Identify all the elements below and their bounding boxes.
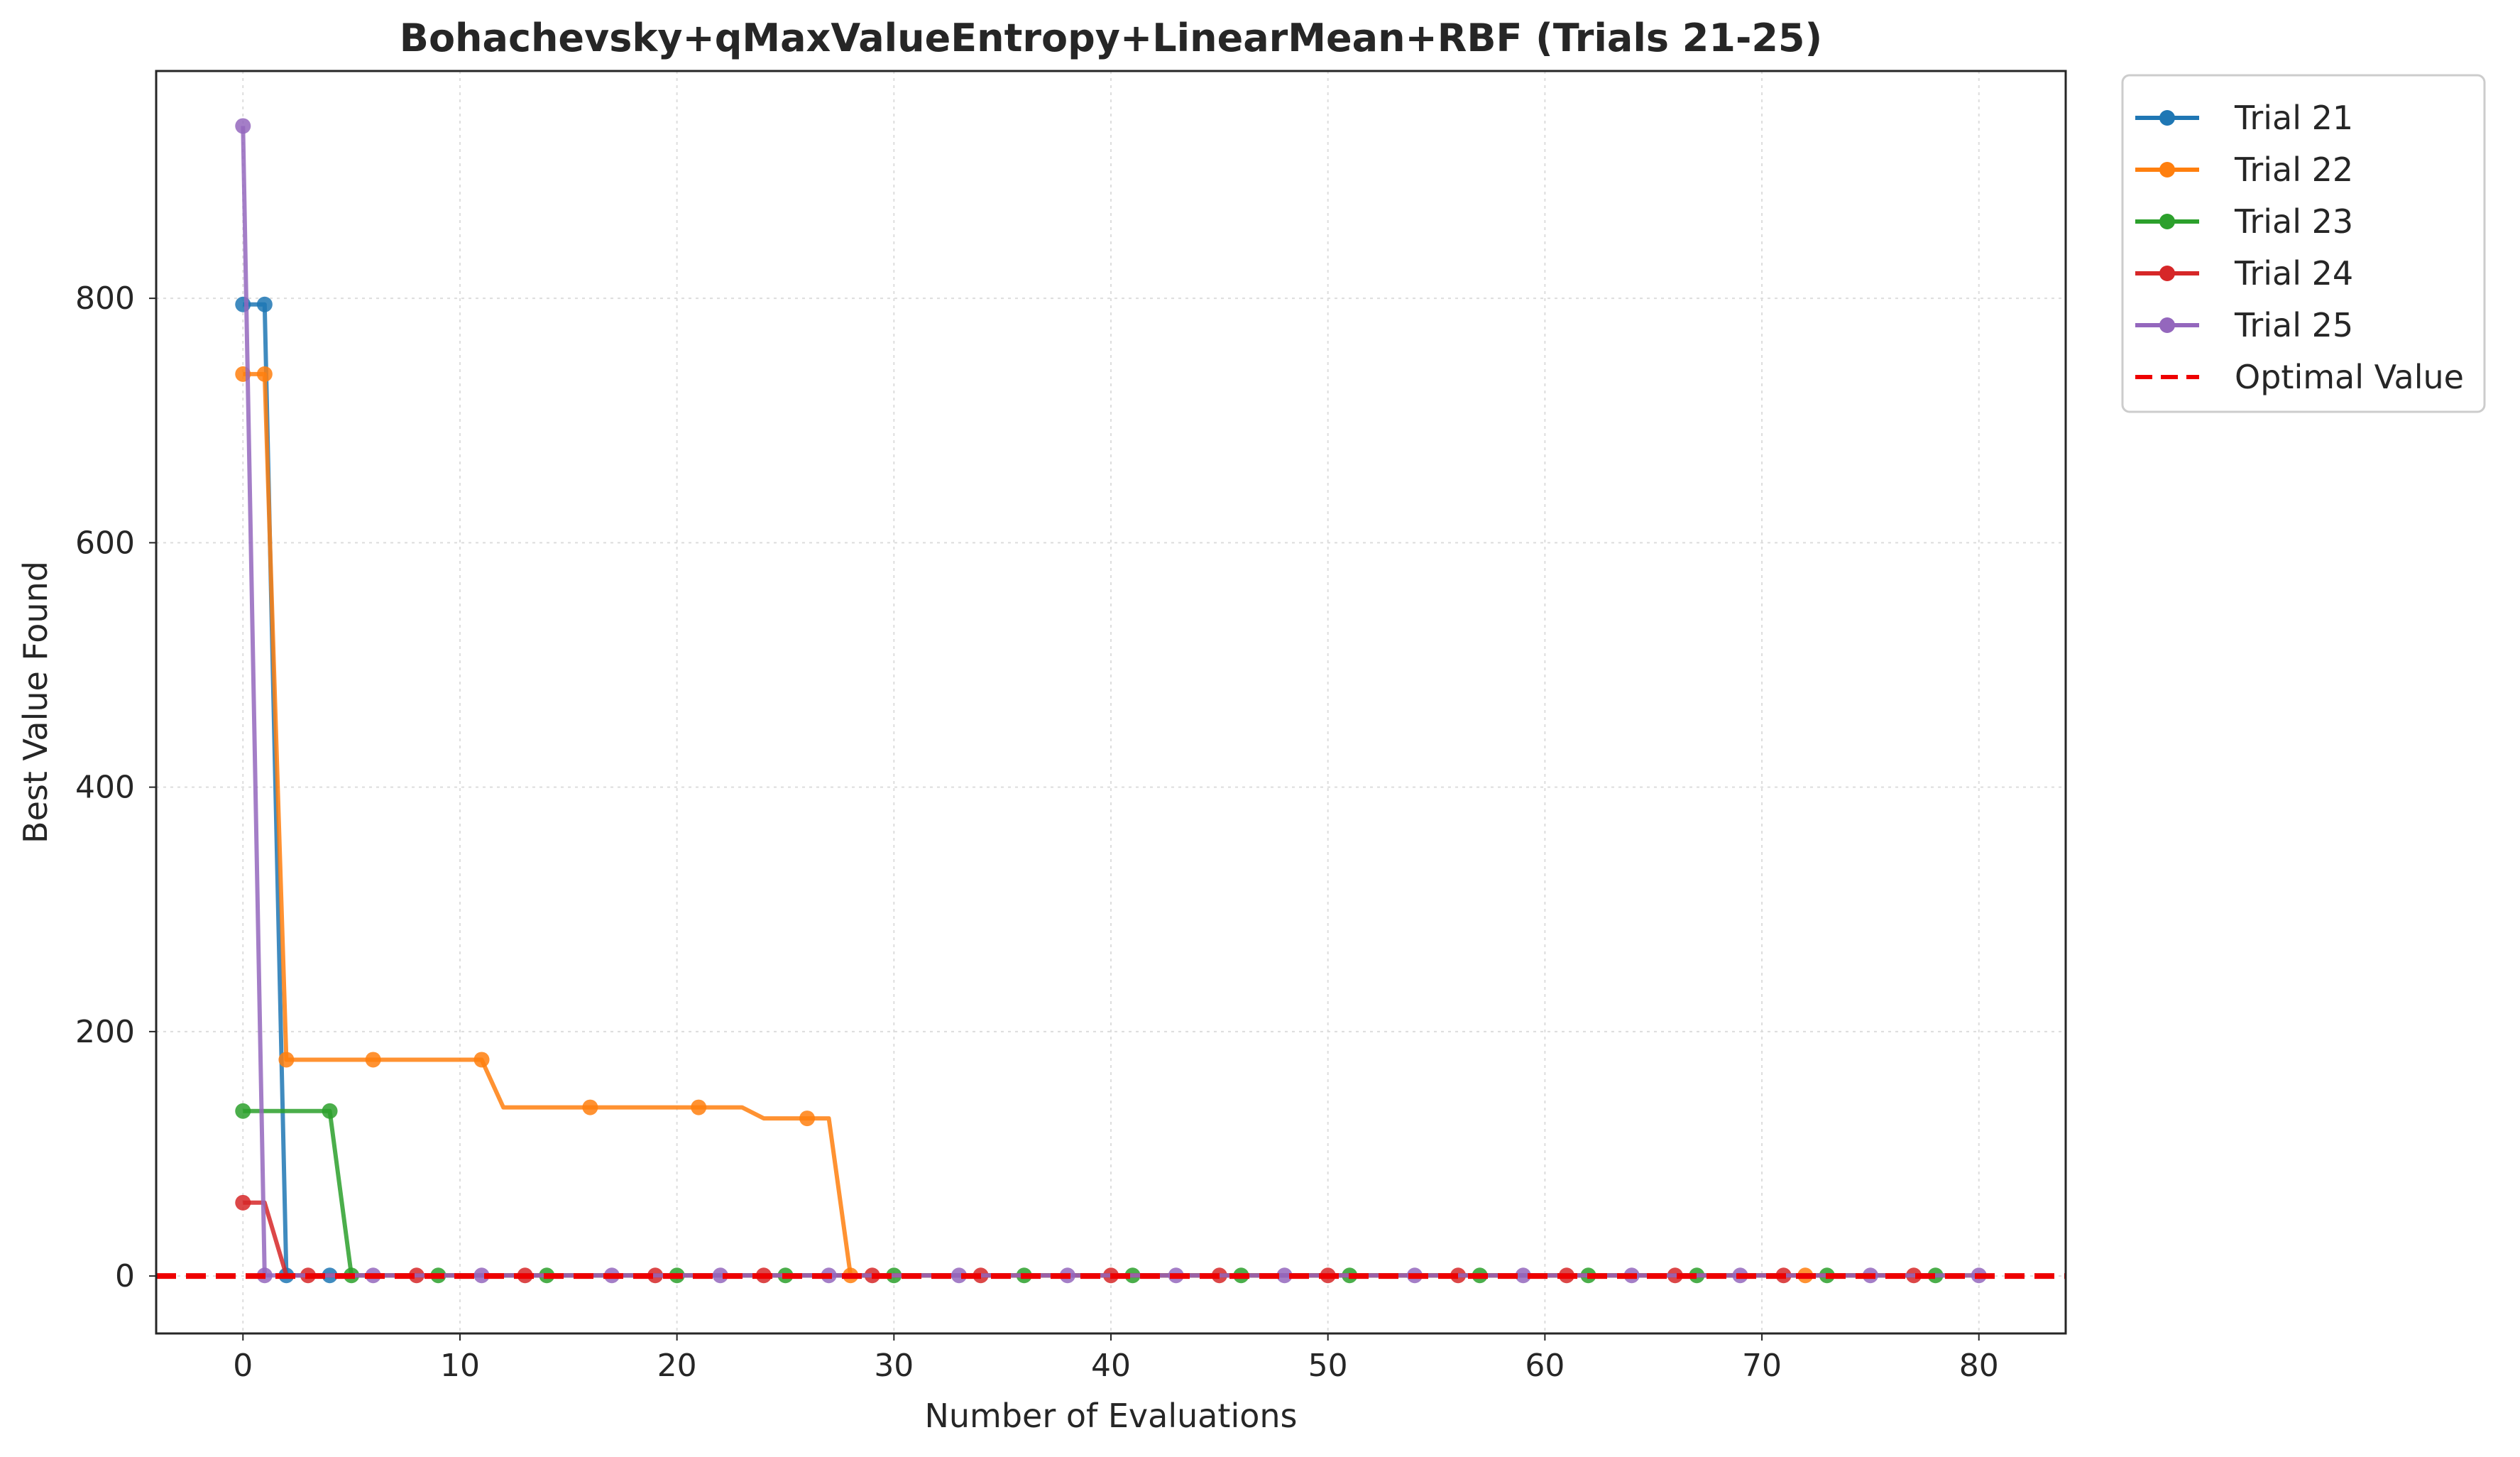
legend-item: Trial 21 bbox=[2135, 99, 2353, 137]
data-point bbox=[1276, 1267, 1293, 1284]
y-tick-label: 200 bbox=[75, 1014, 135, 1050]
legend-swatch-marker bbox=[2159, 317, 2175, 333]
data-point bbox=[712, 1267, 728, 1284]
y-tick-label: 600 bbox=[75, 525, 135, 561]
x-tick-label: 10 bbox=[440, 1348, 480, 1384]
data-point bbox=[365, 1052, 381, 1068]
data-point bbox=[473, 1052, 490, 1068]
data-point bbox=[582, 1099, 598, 1115]
data-point bbox=[256, 366, 273, 382]
legend-swatch-marker bbox=[2159, 110, 2175, 126]
legend-label: Trial 24 bbox=[2234, 254, 2353, 293]
x-tick-label: 50 bbox=[1308, 1348, 1348, 1384]
x-tick-label: 40 bbox=[1091, 1348, 1131, 1384]
data-point bbox=[473, 1267, 490, 1284]
data-point bbox=[799, 1111, 816, 1127]
legend-label: Trial 23 bbox=[2234, 202, 2353, 241]
x-tick-label: 30 bbox=[874, 1348, 914, 1384]
data-point bbox=[256, 296, 273, 312]
data-point bbox=[278, 1052, 295, 1068]
legend-item: Optimal Value bbox=[2135, 358, 2464, 396]
data-point bbox=[1515, 1267, 1531, 1284]
x-axis: 0 10 20 30 40 50 60 70 80 bbox=[233, 1333, 1999, 1384]
y-tick-label: 400 bbox=[75, 770, 135, 806]
legend-label: Trial 22 bbox=[2234, 151, 2353, 189]
data-point bbox=[322, 1103, 338, 1119]
x-tick-label: 20 bbox=[657, 1348, 697, 1384]
legend-label: Trial 21 bbox=[2234, 99, 2353, 137]
y-axis: 0 200 400 600 800 bbox=[75, 280, 156, 1294]
data-point bbox=[691, 1099, 707, 1115]
data-point bbox=[951, 1267, 968, 1284]
legend-swatch-marker bbox=[2159, 162, 2175, 178]
legend-label: Optimal Value bbox=[2235, 358, 2464, 396]
x-tick-label: 80 bbox=[1959, 1348, 1999, 1384]
y-tick-label: 800 bbox=[75, 280, 135, 317]
legend-swatch-marker bbox=[2159, 266, 2175, 281]
y-tick-label: 0 bbox=[115, 1258, 135, 1294]
legend-item: Trial 22 bbox=[2135, 151, 2353, 189]
data-point bbox=[235, 1194, 251, 1211]
x-axis-label: Number of Evaluations bbox=[924, 1397, 1297, 1435]
chart-title: Bohachevsky+qMaxValueEntropy+LinearMean+… bbox=[400, 16, 1822, 60]
legend-item: Trial 24 bbox=[2135, 254, 2353, 293]
x-tick-label: 0 bbox=[233, 1348, 253, 1384]
data-point bbox=[235, 1103, 251, 1119]
x-tick-label: 60 bbox=[1525, 1348, 1565, 1384]
legend-item: Trial 25 bbox=[2135, 306, 2353, 344]
legend-item: Trial 23 bbox=[2135, 202, 2353, 241]
legend-label: Trial 25 bbox=[2234, 306, 2353, 344]
legend-box bbox=[2121, 74, 2486, 413]
legend-swatch-marker bbox=[2159, 214, 2175, 229]
legend: Trial 21 Trial 22 Trial 23 Trial 24 Trial 25… bbox=[2121, 74, 2486, 413]
data-point bbox=[235, 118, 251, 134]
y-axis-label: Best Value Found bbox=[16, 561, 55, 844]
x-tick-label: 70 bbox=[1742, 1348, 1782, 1384]
